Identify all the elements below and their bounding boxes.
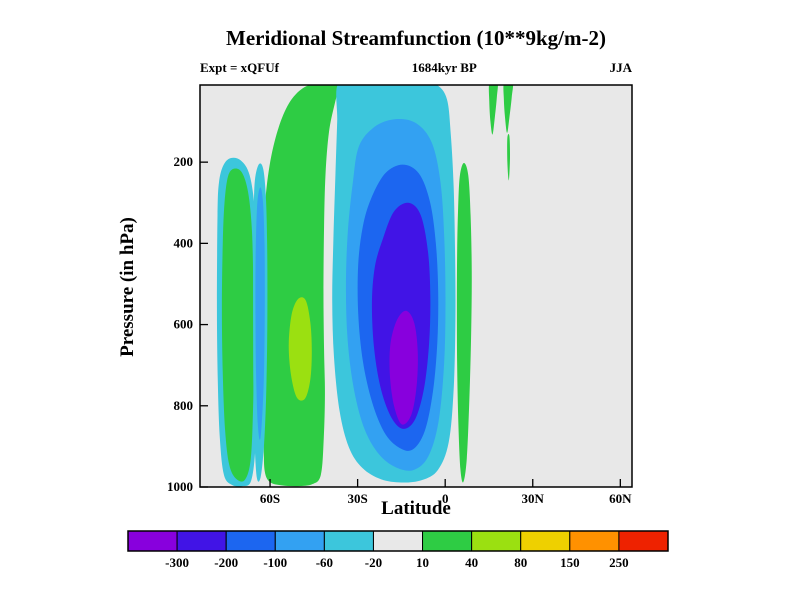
contour-region-main-green-band bbox=[261, 85, 340, 487]
x-tick-label: 30S bbox=[348, 491, 368, 506]
y-tick-label: 1000 bbox=[167, 479, 193, 494]
y-tick-label: 200 bbox=[174, 154, 194, 169]
colorbar: -300 -200 -100 -60 -20 10 40 80 150 250 bbox=[127, 530, 669, 570]
colorbar-segment bbox=[274, 530, 325, 552]
colorbar-segment bbox=[618, 530, 669, 552]
contour-region-north-top-blob-a bbox=[488, 85, 498, 135]
colorbar-label: -200 bbox=[214, 555, 238, 570]
colorbar-label: 40 bbox=[465, 555, 478, 570]
experiment-label: Expt = xQFUf bbox=[200, 60, 279, 75]
x-tick-label: 60S bbox=[260, 491, 280, 506]
colorbar-segment bbox=[225, 530, 276, 552]
y-tick-label: 800 bbox=[174, 398, 194, 413]
colorbar-segment bbox=[520, 530, 571, 552]
time-label: 1684kyr BP bbox=[411, 60, 477, 75]
colorbar-label: 10 bbox=[416, 555, 429, 570]
plot-frame bbox=[199, 84, 633, 488]
colorbar-segment bbox=[422, 530, 473, 552]
season-label: JJA bbox=[609, 60, 632, 75]
colorbar-label: -300 bbox=[165, 555, 189, 570]
contour-region-green-band-core-yellowgreen bbox=[288, 297, 312, 401]
y-tick-label: 400 bbox=[174, 235, 194, 250]
colorbar-segment bbox=[176, 530, 227, 552]
colorbar-segment bbox=[372, 530, 424, 552]
x-tick-label: 30N bbox=[522, 491, 545, 506]
colorbar-label: -100 bbox=[263, 555, 287, 570]
contour-region-antarctic-band-green bbox=[221, 168, 254, 482]
colorbar-label: -60 bbox=[316, 555, 333, 570]
contour-region-subpolar-strip-blue bbox=[255, 187, 265, 440]
x-tick-label: 60N bbox=[609, 491, 632, 506]
colorbar-label: 80 bbox=[514, 555, 527, 570]
contour-region-north-top-blob-b bbox=[503, 85, 514, 133]
contour-region-tropical-north-stripe-green bbox=[456, 162, 472, 483]
colorbar-segment bbox=[569, 530, 620, 552]
x-axis-title: Latitude bbox=[381, 498, 451, 519]
chart-title: Meridional Streamfunction (10**9kg/m-2) bbox=[226, 26, 606, 50]
colorbar-frame bbox=[127, 530, 669, 552]
colorbar-label: 250 bbox=[609, 555, 629, 570]
contour-region-north-top-blob-b-tail bbox=[507, 134, 511, 181]
subtitle-row: Expt = xQFUf 1684kyr BP JJA bbox=[200, 60, 632, 76]
x-tick-label: 0 bbox=[442, 491, 449, 506]
colorbar-label: -20 bbox=[365, 555, 382, 570]
colorbar-segment bbox=[471, 530, 522, 552]
colorbar-segment bbox=[323, 530, 374, 552]
y-tick-label: 600 bbox=[174, 317, 194, 332]
contour-region-hadley-cell-violet bbox=[389, 310, 418, 425]
colorbar-segment bbox=[127, 530, 178, 552]
colorbar-label: 150 bbox=[560, 555, 580, 570]
